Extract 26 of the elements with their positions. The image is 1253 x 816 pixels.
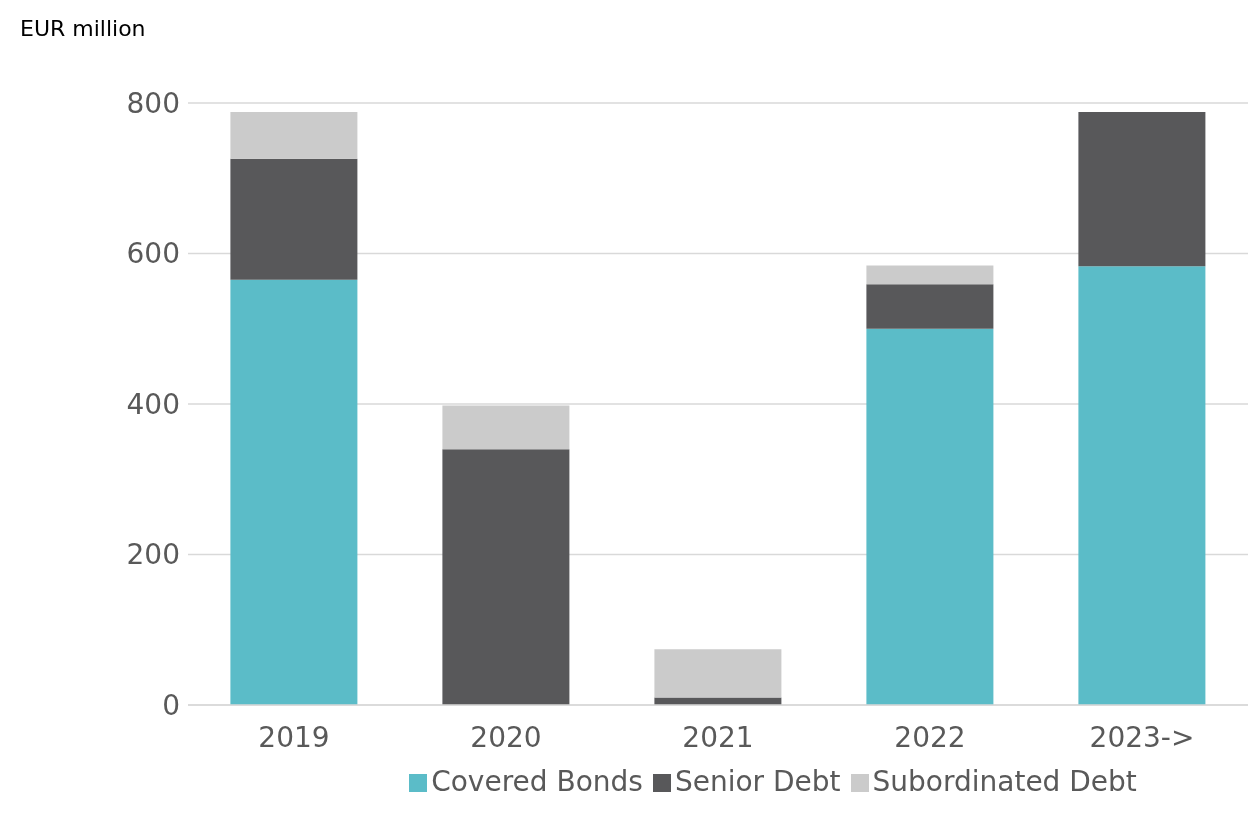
legend-label: Senior Debt: [674, 765, 841, 798]
bar: [1078, 266, 1206, 705]
y-tick-label: 400: [126, 387, 180, 421]
y-tick-label: 0: [162, 688, 180, 722]
bar: [866, 328, 994, 705]
bar: [866, 284, 994, 329]
y-tick-label: 600: [126, 237, 180, 271]
y-tick-label: 800: [126, 86, 180, 120]
bar: [442, 449, 570, 705]
bar: [866, 265, 994, 285]
bar: [442, 405, 570, 450]
legend-label: Subordinated Debt: [872, 765, 1137, 798]
bar: [654, 697, 782, 705]
x-tick-label: 2021: [682, 720, 754, 754]
x-tick-label: 2023->: [1089, 720, 1195, 754]
bar: [654, 649, 782, 698]
x-tick-label: 2022: [894, 720, 966, 754]
bar: [230, 112, 358, 159]
x-tick-label: 2019: [258, 720, 330, 754]
bar: [1078, 112, 1206, 267]
bar: [230, 158, 358, 280]
x-tick-label: 2020: [470, 720, 542, 754]
y-tick-label: 200: [126, 538, 180, 572]
bar: [230, 279, 358, 705]
legend-label: Covered Bonds: [431, 765, 643, 798]
y-axis-title: EUR million: [20, 16, 146, 41]
